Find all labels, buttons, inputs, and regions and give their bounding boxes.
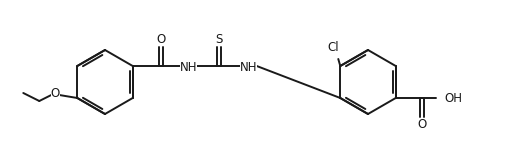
Text: O: O <box>416 118 426 132</box>
Text: O: O <box>50 87 60 99</box>
Text: OH: OH <box>444 91 462 105</box>
Text: NH: NH <box>180 61 197 73</box>
Text: NH: NH <box>239 61 257 73</box>
Text: Cl: Cl <box>327 41 338 53</box>
Text: S: S <box>215 32 222 45</box>
Text: O: O <box>156 32 165 45</box>
